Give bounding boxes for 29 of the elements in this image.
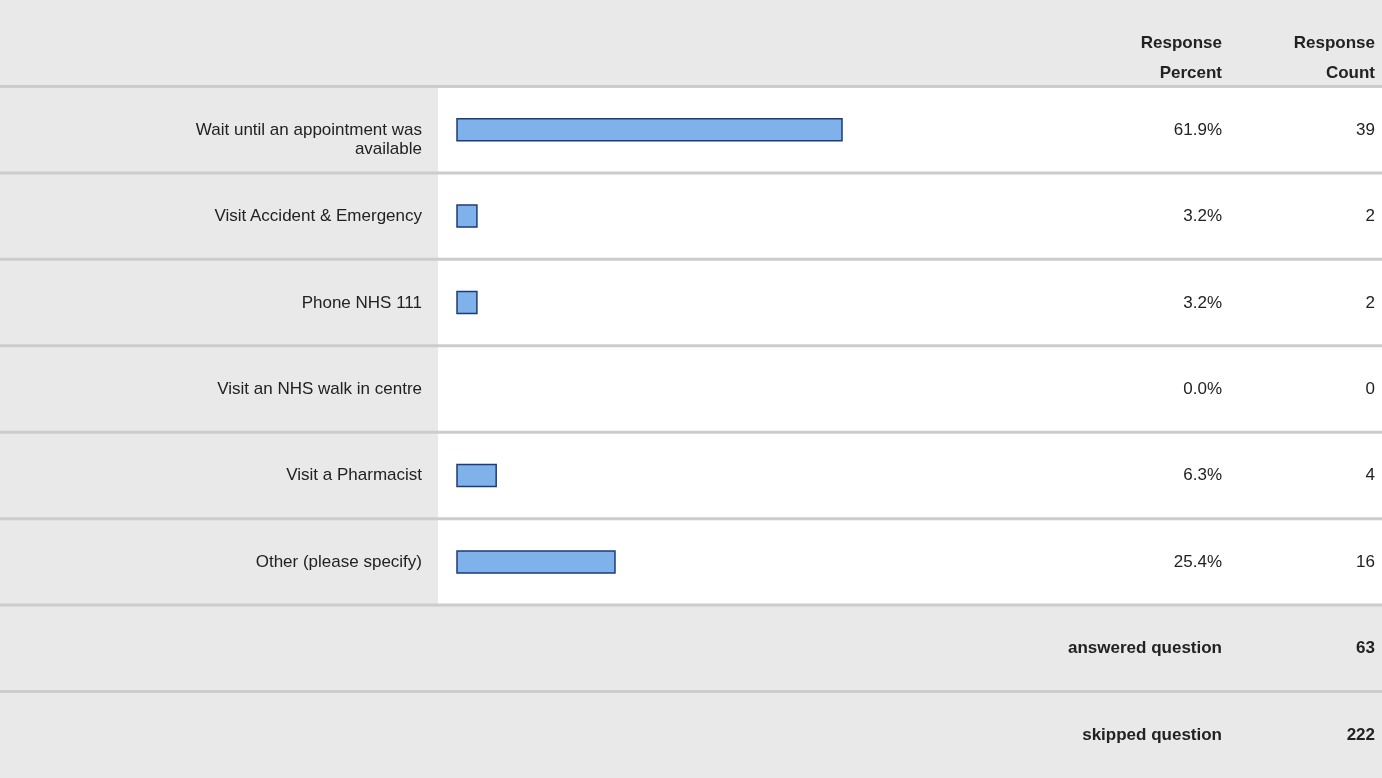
bar bbox=[456, 204, 478, 228]
data-label: 25.4% bbox=[1173, 551, 1222, 571]
text: Response Count bbox=[1293, 33, 1376, 83]
bar bbox=[456, 290, 478, 315]
y-tick-label: Phone NHS 111 bbox=[301, 292, 422, 312]
data-label: 0.0% bbox=[1183, 379, 1222, 398]
text: 4 bbox=[1365, 465, 1375, 485]
text: 0 bbox=[1365, 379, 1375, 398]
y-tick-label: Other (please specify) bbox=[255, 551, 422, 571]
text: 222 bbox=[1346, 724, 1375, 744]
text: answered question bbox=[1068, 638, 1222, 658]
text: skipped question bbox=[1082, 724, 1222, 744]
data-label: 61.9% bbox=[1173, 119, 1222, 139]
y-tick-label: Visit an NHS walk in centre bbox=[217, 379, 422, 398]
y-tick-label: Visit Accident & Emergency bbox=[214, 206, 423, 226]
text: 2 bbox=[1365, 206, 1375, 226]
data-label: 3.2% bbox=[1183, 206, 1222, 226]
text: 16 bbox=[1356, 551, 1375, 571]
text: 2 bbox=[1365, 292, 1375, 312]
text: 63 bbox=[1356, 638, 1375, 658]
text: 39 bbox=[1356, 119, 1375, 139]
y-tick-label: Visit a Pharmacist bbox=[286, 465, 423, 485]
data-label: 6.3% bbox=[1183, 465, 1222, 485]
y-tick-label: Wait until an appointment was available bbox=[195, 119, 422, 158]
text: Response Percent bbox=[1140, 33, 1223, 83]
bar bbox=[456, 550, 616, 574]
bar bbox=[456, 117, 843, 142]
data-label: 3.2% bbox=[1183, 292, 1222, 312]
bar bbox=[456, 463, 497, 488]
